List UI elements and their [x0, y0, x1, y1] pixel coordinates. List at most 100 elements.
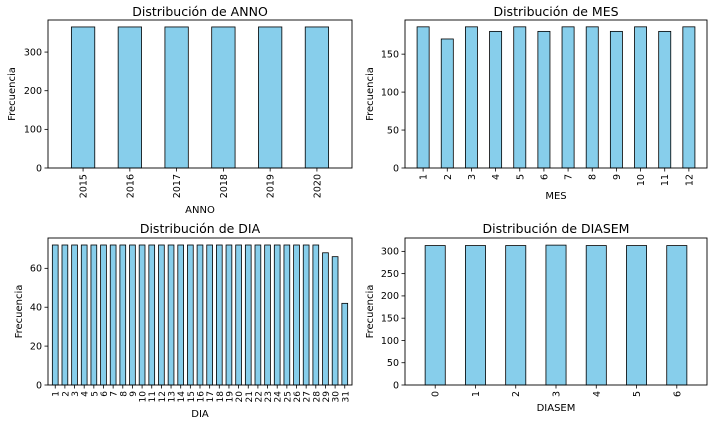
chart-diasem-bar-3 — [546, 245, 566, 385]
chart-anno-xtick-label-2015: 2015 — [79, 174, 90, 198]
chart-dia-bar-10 — [139, 245, 145, 385]
chart-dia-xtick-label-17: 17 — [206, 391, 216, 402]
chart-mes-bar-1 — [417, 27, 429, 168]
chart-dia-xtick-label-24: 24 — [274, 391, 284, 403]
chart-dia-bar-23 — [265, 245, 271, 385]
chart-mes-bar-9 — [610, 31, 622, 168]
chart-diasem-ytick-label-250: 250 — [381, 269, 399, 280]
chart-mes-bar-4 — [490, 31, 502, 168]
chart-mes-xtick-label-7: 7 — [564, 174, 575, 180]
chart-diasem-ytick-label-150: 150 — [381, 313, 399, 324]
chart-dia-xtick-label-7: 7 — [110, 391, 120, 397]
chart-anno-xlabel: ANNO — [185, 205, 215, 216]
chart-anno-xtick-label-2017: 2017 — [172, 174, 183, 198]
chart-dia-bar-31 — [342, 303, 348, 385]
chart-dia-bar-4 — [81, 245, 87, 385]
chart-anno-xtick-label-2018: 2018 — [219, 174, 230, 198]
chart-dia-xtick-label-8: 8 — [119, 391, 129, 397]
chart-dia-bar-17 — [207, 245, 213, 385]
chart-diasem: Distribución de DIASEM DIASEM Frecuencia… — [365, 221, 707, 414]
chart-dia-xtick-label-12: 12 — [158, 391, 168, 402]
chart-dia-bar-24 — [274, 245, 280, 385]
chart-dia-bar-11 — [149, 245, 155, 385]
chart-dia-bar-6 — [101, 245, 107, 385]
chart-mes-xtick-label-8: 8 — [588, 174, 599, 180]
chart-diasem-xtick-label-5: 5 — [632, 391, 643, 397]
chart-diasem-xtick-label-6: 6 — [672, 391, 683, 397]
chart-diasem-bar-0 — [425, 246, 445, 385]
chart-dia-xtick-label-15: 15 — [187, 391, 197, 402]
chart-dia-xtick-label-26: 26 — [293, 391, 303, 403]
chart-mes-bar-8 — [586, 27, 598, 168]
chart-dia-xtick-label-20: 20 — [235, 391, 245, 403]
chart-dia-xtick-label-22: 22 — [254, 391, 264, 402]
chart-dia-xtick-label-11: 11 — [148, 391, 158, 402]
chart-dia-xtick-label-21: 21 — [245, 391, 255, 402]
chart-dia-bar-16 — [197, 245, 203, 385]
chart-dia-bar-14 — [178, 245, 184, 385]
chart-diasem-xtick-label-0: 0 — [431, 391, 442, 397]
chart-dia-bar-13 — [168, 245, 174, 385]
chart-dia-xtick-label-5: 5 — [90, 391, 100, 397]
chart-dia-bar-2 — [62, 245, 68, 385]
chart-dia-xtick-label-14: 14 — [177, 391, 187, 403]
chart-diasem-xtick-label-3: 3 — [552, 391, 563, 397]
chart-dia-xtick-label-23: 23 — [264, 391, 274, 402]
chart-dia-bar-15 — [187, 245, 193, 385]
chart-diasem-bar-1 — [465, 246, 485, 385]
chart-anno-bar-2019 — [258, 27, 281, 168]
chart-diasem-xtick-label-4: 4 — [592, 391, 603, 397]
chart-dia-bar-19 — [226, 245, 232, 385]
chart-anno-ylabel: Frecuencia — [7, 67, 18, 121]
chart-dia-xtick-label-1: 1 — [52, 391, 62, 397]
chart-mes-ytick-label-0: 0 — [393, 163, 399, 174]
chart-anno-xtick-label-2019: 2019 — [266, 174, 277, 198]
chart-mes-bar-5 — [514, 27, 526, 168]
chart-mes-bar-7 — [562, 27, 574, 168]
chart-dia-bar-7 — [110, 245, 116, 385]
chart-dia-xtick-label-19: 19 — [225, 391, 235, 403]
chart-diasem-ytick-label-100: 100 — [381, 336, 399, 347]
chart-mes-xtick-label-9: 9 — [612, 174, 623, 180]
chart-diasem-ytick-label-50: 50 — [387, 358, 399, 369]
chart-dia-xtick-label-2: 2 — [61, 391, 71, 397]
chart-anno-bar-2015 — [71, 27, 94, 168]
chart-dia-bar-21 — [245, 245, 251, 385]
chart-dia-title: Distribución de DIA — [140, 221, 261, 236]
chart-dia-xtick-label-13: 13 — [168, 391, 178, 402]
chart-dia-ytick-label-0: 0 — [36, 380, 42, 391]
chart-mes-ytick-label-50: 50 — [387, 125, 399, 136]
chart-anno-title: Distribución de ANNO — [132, 4, 268, 19]
chart-dia-bar-5 — [91, 245, 97, 385]
chart-mes-bar-11 — [659, 31, 671, 168]
chart-anno-ytick-label-0: 0 — [36, 163, 42, 174]
chart-mes-xtick-label-4: 4 — [491, 174, 502, 180]
chart-dia-bar-26 — [294, 245, 300, 385]
chart-dia-ytick-label-40: 40 — [30, 303, 42, 314]
chart-mes-bar-2 — [441, 39, 453, 168]
chart-dia-bar-3 — [72, 245, 78, 385]
chart-diasem-bar-5 — [626, 246, 646, 385]
chart-dia-xtick-label-9: 9 — [129, 391, 139, 397]
chart-mes-xtick-label-3: 3 — [467, 174, 478, 180]
chart-dia: Distribución de DIA DIA Frecuencia 12345… — [14, 221, 352, 420]
chart-mes-ylabel: Frecuencia — [365, 67, 376, 121]
chart-diasem-bar-4 — [586, 246, 606, 385]
chart-mes-bar-6 — [538, 31, 550, 168]
chart-diasem-xlabel: DIASEM — [537, 403, 576, 414]
chart-anno-ytick-label-100: 100 — [24, 125, 42, 136]
chart-anno-xtick-label-2016: 2016 — [125, 174, 136, 198]
chart-dia-ylabel: Frecuencia — [14, 285, 25, 339]
chart-mes-xtick-label-2: 2 — [443, 174, 454, 180]
chart-anno-xtick-label-2020: 2020 — [312, 174, 323, 198]
chart-dia-bar-1 — [52, 245, 58, 385]
chart-mes-ytick-label-150: 150 — [381, 49, 399, 60]
chart-anno-bar-2016 — [118, 27, 141, 168]
chart-dia-bar-20 — [236, 245, 242, 385]
chart-diasem-bar-6 — [667, 246, 687, 385]
chart-mes-xtick-label-5: 5 — [515, 174, 526, 180]
chart-mes-bar-3 — [465, 27, 477, 168]
chart-dia-xtick-label-29: 29 — [322, 391, 332, 403]
chart-dia-xtick-label-30: 30 — [332, 391, 342, 403]
